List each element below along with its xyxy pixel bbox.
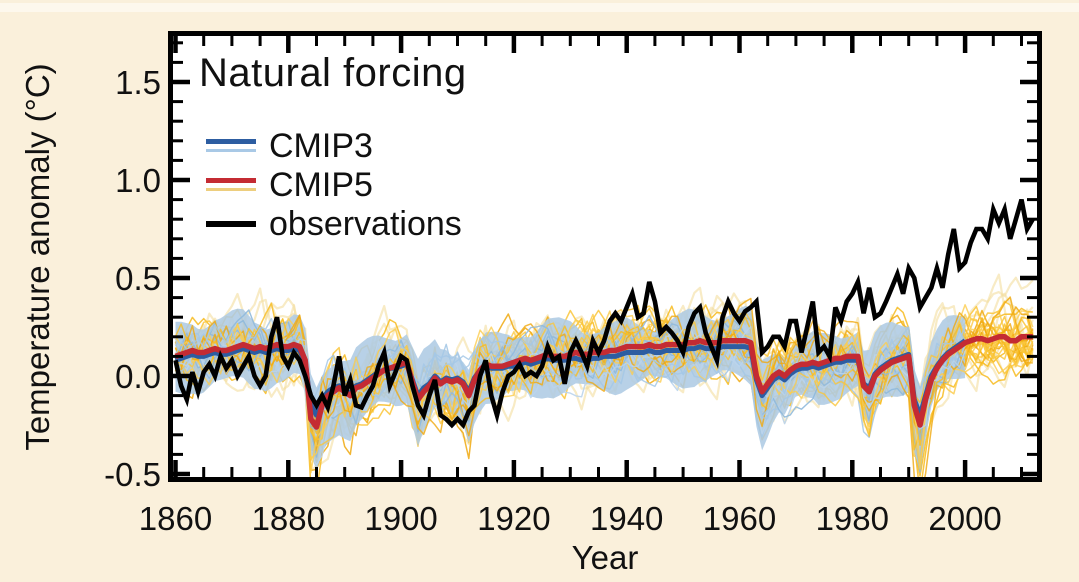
observations-line	[173, 198, 1035, 430]
data-layer	[173, 198, 1035, 477]
cmip3-runs-line-swatch	[206, 149, 256, 152]
panel-divider-strip	[0, 3, 1079, 12]
y-tick-label: 0.5	[115, 260, 161, 297]
legend-label-cmip3: CMIP3	[269, 126, 373, 165]
cmip3-ensemble-band	[175, 305, 966, 472]
cmip5-mean-line-swatch	[206, 178, 256, 183]
x-tick-label: 1880	[252, 500, 325, 537]
x-tick-label: 2000	[928, 500, 1001, 537]
cmip5-run-line	[174, 310, 1034, 446]
observations-swatch	[206, 220, 256, 227]
y-tick-label: 1.5	[115, 64, 161, 101]
legend-label-cmip5: CMIP5	[269, 165, 373, 204]
y-tick-label: 1.0	[115, 162, 161, 199]
x-tick-label: 1900	[364, 500, 437, 537]
cmip5-runs-line-swatch	[206, 188, 256, 191]
observations-line-swatch	[206, 220, 256, 227]
x-axis-title: Year	[571, 539, 639, 576]
cmip3-swatch	[206, 139, 256, 152]
x-tick-label: 1980	[816, 500, 889, 537]
x-tick-label: 1960	[703, 500, 776, 537]
cmip3-mean-line-swatch	[206, 139, 256, 144]
x-tick-label: 1860	[139, 500, 212, 537]
legend: CMIP3 CMIP5 observations	[206, 126, 462, 243]
legend-item-cmip3: CMIP3	[206, 126, 462, 165]
legend-item-observations: observations	[206, 204, 462, 243]
chart-title: Natural forcing	[199, 51, 467, 95]
cmip5-swatch	[206, 178, 256, 191]
legend-item-cmip5: CMIP5	[206, 165, 462, 204]
legend-label-observations: observations	[269, 204, 462, 243]
x-tick-label: 1940	[590, 500, 663, 537]
y-axis-title: Temperature anomaly (°C)	[19, 63, 56, 451]
cmip5-mean-line	[174, 334, 1033, 430]
plot-border	[168, 31, 1042, 482]
y-tick-label: -0.5	[104, 456, 161, 493]
y-tick-label: 0.0	[115, 358, 161, 395]
x-tick-label: 1920	[477, 500, 550, 537]
